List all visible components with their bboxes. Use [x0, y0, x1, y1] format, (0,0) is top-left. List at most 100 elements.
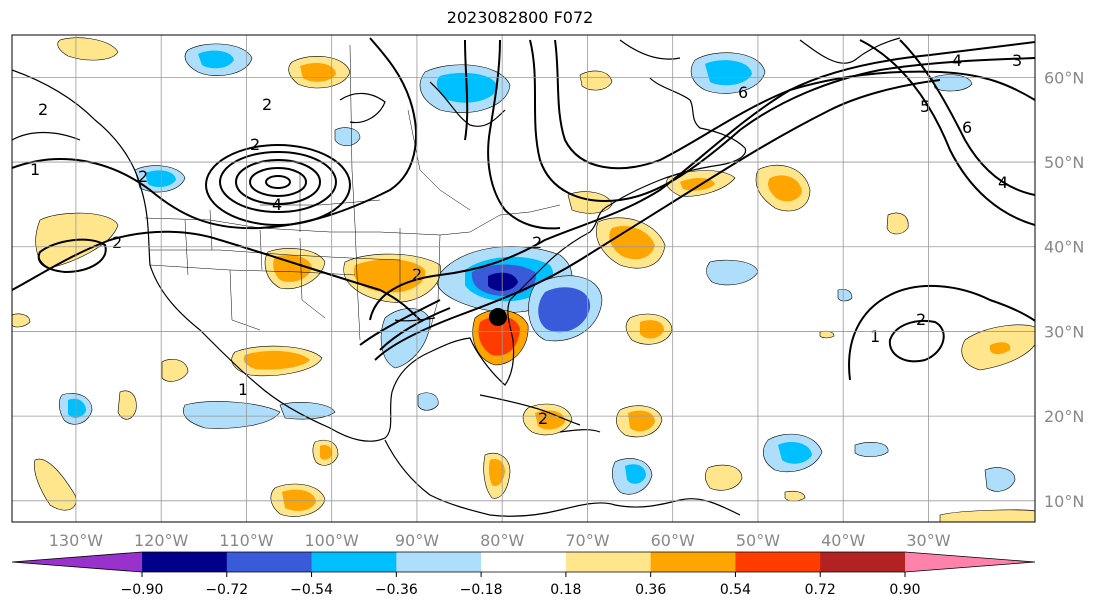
contour-line: [487, 39, 561, 230]
latitude-label: 10°N: [1044, 492, 1084, 511]
colorbar-label: −0.36: [375, 582, 418, 598]
contour-label: 2: [138, 167, 148, 186]
border: [184, 219, 189, 276]
anomaly-blob: [705, 60, 752, 86]
contour-line: [359, 299, 441, 346]
anomaly-shading: [12, 37, 1035, 522]
coastline: [12, 69, 747, 442]
longitude-label: 60°W: [651, 531, 695, 550]
anomaly-blob: [939, 509, 1035, 522]
map-title: 2023082800 F072: [446, 8, 594, 27]
border: [407, 109, 471, 211]
contour-label: 2: [112, 233, 122, 252]
contour-line: [848, 285, 1035, 381]
anomaly-blob: [417, 392, 439, 411]
contour-line: [12, 37, 417, 230]
colorbar-label: −0.90: [121, 582, 164, 598]
colorbar-label: 0.54: [720, 582, 751, 598]
contour-label: 4: [998, 173, 1008, 192]
colorbar-segment: [650, 552, 736, 572]
colorbar-label: 0.36: [635, 582, 666, 598]
anomaly-blob: [784, 490, 806, 502]
colorbar-segment: [226, 552, 313, 572]
contour-line: [529, 39, 1035, 202]
colorbar-label: −0.54: [290, 582, 333, 598]
longitude-label: 40°W: [821, 531, 865, 550]
contour-line: [888, 320, 945, 363]
longitude-labels: 130°W 120°W 110°W 100°W 90°W 80°W 70°W 60°W 50°W…: [49, 531, 951, 550]
map-frame: [11, 34, 1036, 523]
anomaly-blob: [57, 37, 119, 61]
coastline: [479, 394, 581, 426]
colorbar-segment: [396, 552, 482, 572]
anomaly-blob: [279, 402, 336, 420]
latitude-labels: 10°N 20°N 30°N 40°N 50°N 60°N: [1044, 68, 1084, 510]
contour-label: 1: [30, 160, 40, 179]
border: [299, 237, 326, 319]
gridlines: [12, 35, 1035, 522]
anomaly-blob: [704, 464, 743, 491]
contour-lines: [12, 37, 1035, 381]
anomaly-blob: [68, 398, 86, 418]
colorbar-segment: [735, 552, 821, 572]
border: [354, 224, 361, 341]
anomaly-blob: [488, 459, 505, 486]
colorbar-extend-high: [905, 552, 1035, 572]
longitude-label: 70°W: [565, 531, 609, 550]
colorbar-label: −0.18: [460, 582, 503, 598]
colorbar-segment: [142, 552, 228, 572]
contour-line: [265, 175, 291, 189]
longitude-label: 30°W: [906, 531, 950, 550]
anomaly-blob: [12, 313, 31, 328]
longitude-label: 50°W: [736, 531, 780, 550]
contour-line: [464, 39, 469, 141]
anomaly-blob: [886, 212, 909, 235]
contour-label: 4: [952, 51, 962, 70]
contour-line: [249, 167, 307, 197]
contour-label: 6: [738, 83, 748, 102]
border: [469, 204, 561, 233]
longitude-label: 120°W: [134, 531, 189, 550]
anomaly-blob: [640, 320, 664, 339]
anomaly-blob: [837, 288, 853, 302]
coastline: [559, 429, 601, 433]
longitude-label: 100°W: [305, 531, 360, 550]
contour-label: 2: [262, 95, 272, 114]
anomaly-blob: [768, 175, 802, 202]
longitude-label: 90°W: [395, 531, 439, 550]
anomaly-blob: [353, 259, 426, 293]
anomaly-blob: [778, 442, 812, 464]
anomaly-blob: [282, 489, 316, 511]
colorbar-segment: [565, 552, 652, 572]
border: [260, 199, 381, 206]
contour-line: [374, 79, 941, 361]
longitude-label: 110°W: [219, 531, 274, 550]
border: [150, 249, 401, 261]
contour-line: [859, 39, 1035, 226]
colorbar-segment: [311, 552, 397, 572]
anomaly-blob: [535, 410, 565, 430]
contour-line: [235, 159, 321, 205]
colorbar-label: −0.72: [205, 582, 248, 598]
contour-label: 2: [916, 310, 926, 329]
contour-label: 1: [238, 380, 248, 399]
coastline: [619, 39, 681, 60]
contour-label: 2: [538, 409, 548, 428]
anomaly-blob: [990, 342, 1011, 355]
coastlines: [12, 37, 901, 517]
anomaly-blob: [854, 442, 889, 457]
border: [259, 229, 263, 271]
anomaly-blob: [334, 127, 361, 147]
coastline: [12, 131, 81, 141]
colorbar-label: 0.90: [889, 582, 920, 598]
storm-position-marker: [488, 308, 507, 327]
contour-label: 2: [38, 100, 48, 119]
coastline: [429, 81, 506, 127]
latitude-label: 20°N: [1044, 407, 1084, 426]
latitude-label: 50°N: [1044, 153, 1084, 172]
colorbar-label: 0.18: [550, 582, 581, 598]
anomaly-blob: [819, 330, 835, 339]
coastline: [394, 317, 436, 322]
coastline: [799, 37, 901, 64]
